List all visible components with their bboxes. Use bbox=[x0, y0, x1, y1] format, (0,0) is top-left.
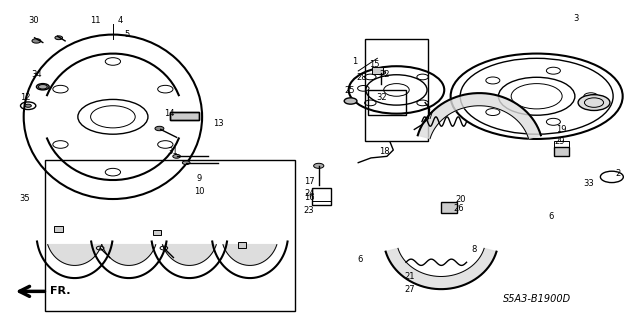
Text: 4: 4 bbox=[118, 16, 123, 25]
Text: 16: 16 bbox=[304, 193, 314, 202]
Circle shape bbox=[182, 161, 190, 165]
Text: 17: 17 bbox=[304, 177, 314, 186]
Text: 6: 6 bbox=[358, 255, 363, 263]
Polygon shape bbox=[102, 245, 156, 265]
Bar bbox=[312, 188, 332, 205]
Text: 27: 27 bbox=[404, 285, 415, 294]
Bar bbox=[365, 39, 428, 141]
Text: 8: 8 bbox=[472, 245, 477, 254]
Circle shape bbox=[547, 118, 561, 125]
Text: 19: 19 bbox=[556, 125, 566, 134]
Bar bbox=[372, 67, 383, 74]
Text: 6: 6 bbox=[548, 212, 554, 221]
Bar bbox=[239, 242, 246, 248]
Bar bbox=[170, 112, 199, 120]
Text: 24: 24 bbox=[304, 189, 314, 198]
Text: 18: 18 bbox=[379, 147, 390, 156]
Bar bbox=[45, 160, 294, 311]
Circle shape bbox=[486, 108, 500, 115]
Text: 9: 9 bbox=[196, 174, 202, 183]
Bar bbox=[54, 226, 63, 232]
Polygon shape bbox=[48, 245, 102, 265]
Circle shape bbox=[155, 126, 164, 131]
Circle shape bbox=[32, 39, 41, 43]
Polygon shape bbox=[223, 245, 277, 265]
Circle shape bbox=[486, 77, 500, 84]
Text: 29: 29 bbox=[554, 137, 565, 146]
Text: 15: 15 bbox=[369, 60, 380, 69]
Text: 22: 22 bbox=[379, 70, 390, 78]
Bar bbox=[554, 141, 568, 147]
Text: 3: 3 bbox=[573, 14, 579, 23]
Circle shape bbox=[36, 84, 49, 90]
Text: 25: 25 bbox=[344, 86, 355, 95]
Circle shape bbox=[547, 67, 561, 74]
Text: 34: 34 bbox=[31, 70, 42, 78]
Text: 31: 31 bbox=[167, 147, 177, 156]
Text: FR.: FR. bbox=[50, 286, 70, 296]
Text: 35: 35 bbox=[19, 194, 29, 203]
Text: 11: 11 bbox=[90, 16, 101, 25]
Text: S5A3-B1900D: S5A3-B1900D bbox=[502, 293, 571, 304]
Polygon shape bbox=[386, 249, 497, 289]
Text: 13: 13 bbox=[212, 119, 223, 128]
Text: 23: 23 bbox=[304, 206, 314, 215]
Bar bbox=[170, 112, 199, 120]
Text: 12: 12 bbox=[20, 93, 30, 102]
Text: 2: 2 bbox=[616, 169, 621, 178]
Text: 21: 21 bbox=[404, 272, 415, 281]
Text: 20: 20 bbox=[455, 195, 465, 204]
Circle shape bbox=[578, 95, 610, 110]
Text: 30: 30 bbox=[28, 16, 38, 25]
Polygon shape bbox=[163, 245, 216, 265]
Bar bbox=[153, 230, 161, 235]
Text: 33: 33 bbox=[584, 179, 595, 188]
Circle shape bbox=[55, 36, 63, 40]
Text: 5: 5 bbox=[124, 30, 129, 39]
Bar bbox=[554, 147, 568, 156]
Circle shape bbox=[377, 70, 386, 75]
Text: 26: 26 bbox=[453, 204, 463, 213]
Bar bbox=[368, 90, 406, 115]
Circle shape bbox=[25, 104, 31, 107]
Text: 32: 32 bbox=[376, 93, 387, 102]
Bar bbox=[441, 202, 457, 213]
Text: 28: 28 bbox=[356, 73, 367, 82]
Circle shape bbox=[344, 98, 357, 104]
Circle shape bbox=[314, 163, 324, 168]
Circle shape bbox=[173, 154, 180, 158]
Text: 14: 14 bbox=[164, 109, 175, 118]
Text: 1: 1 bbox=[353, 57, 358, 66]
Text: 7: 7 bbox=[427, 112, 432, 121]
Polygon shape bbox=[418, 93, 541, 138]
Text: 10: 10 bbox=[194, 187, 204, 196]
Circle shape bbox=[584, 93, 598, 100]
